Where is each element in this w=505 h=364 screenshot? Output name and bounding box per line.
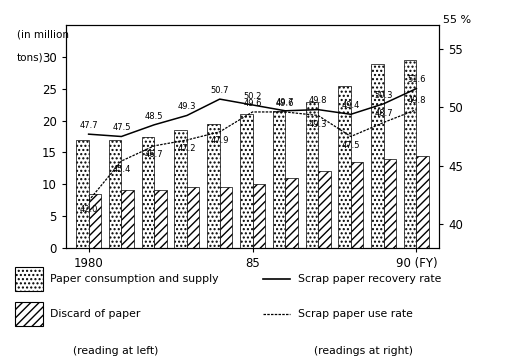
Text: 49.3: 49.3 [178, 102, 196, 111]
Bar [121, 190, 134, 248]
Text: 55 %: 55 % [443, 16, 471, 25]
Text: 47.2: 47.2 [178, 144, 196, 153]
Text: 51.6: 51.6 [407, 75, 426, 84]
Text: Scrap paper use rate: Scrap paper use rate [298, 309, 413, 319]
Bar [175, 130, 187, 248]
Text: (reading at left): (reading at left) [73, 346, 159, 356]
Bar [187, 187, 199, 248]
Bar [142, 136, 154, 248]
Bar [109, 140, 121, 248]
Text: 47.5: 47.5 [112, 123, 131, 132]
Bar [384, 159, 396, 248]
Text: 47.9: 47.9 [211, 136, 229, 145]
Bar [88, 194, 101, 248]
Bar [417, 155, 429, 248]
Bar [273, 111, 285, 248]
Bar [338, 86, 351, 248]
Text: 45.4: 45.4 [112, 165, 131, 174]
Text: 50.7: 50.7 [211, 86, 229, 95]
Bar [207, 124, 220, 248]
Text: 49.3: 49.3 [309, 120, 327, 128]
Text: 46.7: 46.7 [145, 150, 164, 159]
Bar [76, 140, 88, 248]
Bar [285, 178, 298, 248]
Text: (in million: (in million [17, 30, 69, 40]
Text: 49.7: 49.7 [276, 98, 294, 107]
Text: 49.6: 49.6 [276, 99, 294, 108]
Bar [15, 267, 43, 291]
Bar [15, 302, 43, 326]
Bar [371, 64, 384, 248]
Text: 48.7: 48.7 [374, 109, 393, 118]
Bar [306, 102, 318, 248]
Bar [404, 60, 417, 248]
Text: tons): tons) [17, 52, 44, 62]
Bar [220, 187, 232, 248]
Text: Discard of paper: Discard of paper [50, 309, 141, 319]
Bar [351, 162, 363, 248]
Text: 49.4: 49.4 [342, 101, 360, 110]
Bar [154, 190, 167, 248]
Text: 49.8: 49.8 [309, 96, 327, 106]
Text: 48.5: 48.5 [145, 112, 164, 120]
Text: Paper consumption and supply: Paper consumption and supply [50, 274, 219, 284]
Text: 50.2: 50.2 [243, 92, 262, 101]
Text: 47.7: 47.7 [79, 121, 98, 130]
Text: 49.6: 49.6 [243, 99, 262, 108]
Text: 42.0: 42.0 [79, 205, 98, 214]
Text: 50.3: 50.3 [374, 91, 393, 100]
Text: 49.8: 49.8 [407, 96, 426, 106]
Bar [240, 114, 252, 248]
Text: Scrap paper recovery rate: Scrap paper recovery rate [298, 274, 441, 284]
Text: 47.5: 47.5 [341, 141, 360, 150]
Text: (readings at right): (readings at right) [314, 346, 413, 356]
Bar [318, 171, 330, 248]
Bar [252, 184, 265, 248]
